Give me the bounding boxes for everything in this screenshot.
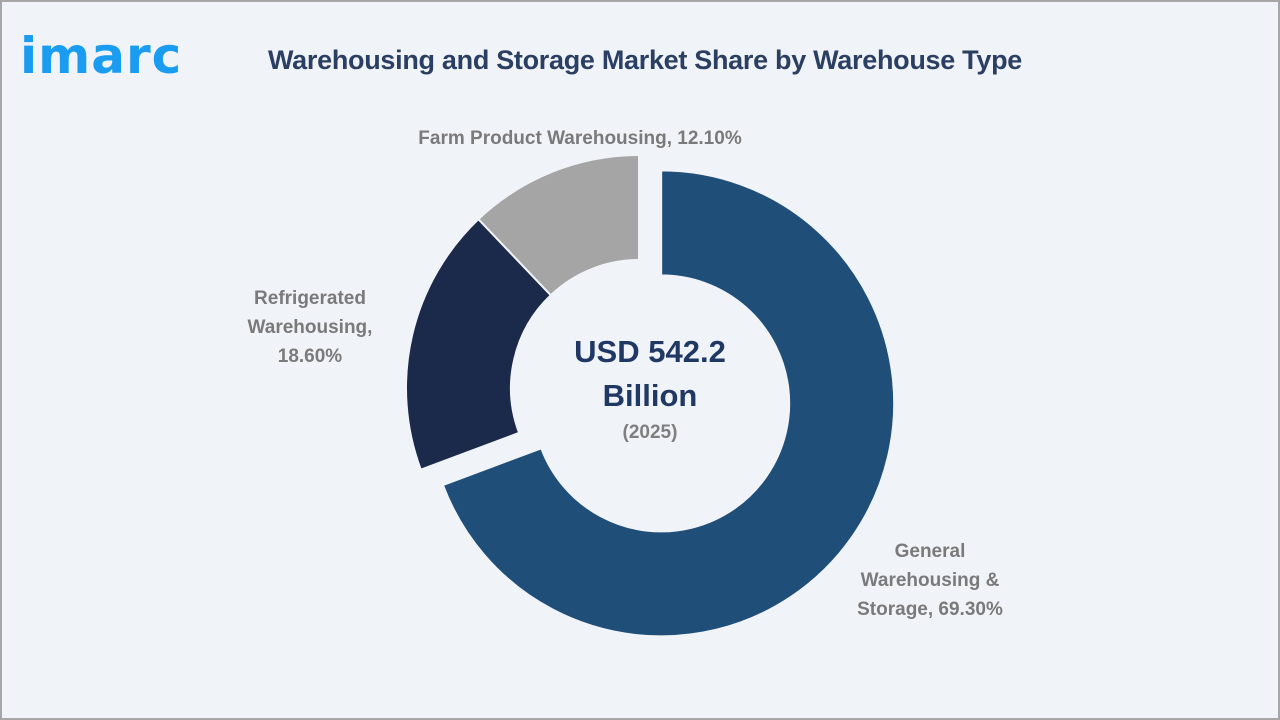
imarc-logo: imarc [20,12,210,85]
label-refrigerated-line3: 18.60% [277,346,343,367]
label-general: General Warehousing & Storage, 69.30% [820,537,1040,624]
label-general-line2: Warehousing & [860,570,1000,591]
segment-general-warehousing [441,169,896,638]
center-value-line1: USD 542.2 [574,334,726,369]
center-year: (2025) [622,422,678,443]
label-refrigerated-line2: Warehousing, [247,317,373,338]
label-general-line1: General [894,541,966,562]
label-refrigerated: Refrigerated Warehousing, 18.60% [210,284,410,371]
segment-farm-product-warehousing [477,153,640,297]
label-farm-text: Farm Product Warehousing, 12.10% [418,128,742,149]
label-general-line3: Storage, 69.30% [857,599,1003,620]
logo-text: imarc [20,27,183,85]
donut-center-annotation: USD 542.2 Billion (2025) [530,330,770,446]
segment-refrigerated-warehousing [405,217,553,471]
chart-title: Warehousing and Storage Market Share by … [268,45,1022,75]
label-farm-product: Farm Product Warehousing, 12.10% [380,124,780,153]
center-value-line2: Billion [602,378,698,413]
label-refrigerated-line1: Refrigerated [254,288,366,309]
